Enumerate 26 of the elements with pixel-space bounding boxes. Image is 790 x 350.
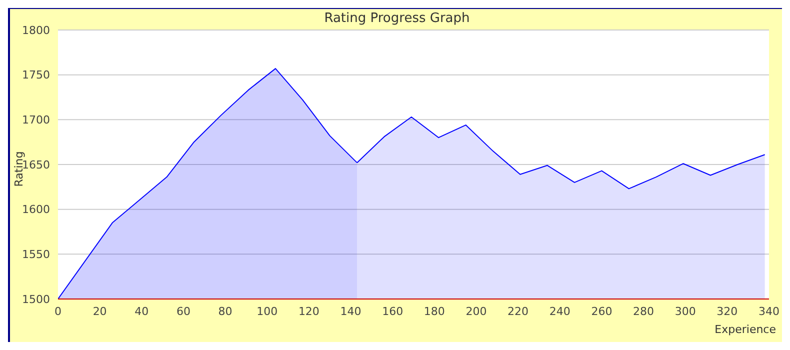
x-tick-label: 60 — [176, 304, 190, 318]
y-tick-label: 1600 — [22, 203, 50, 216]
x-tick-label: 0 — [54, 304, 62, 318]
x-tick-label: 260 — [591, 304, 612, 318]
x-tick-label: 120 — [298, 304, 320, 318]
y-tick-label: 1750 — [22, 68, 50, 82]
x-tick-label: 80 — [218, 304, 232, 318]
x-axis-title: Experience — [714, 323, 776, 336]
x-tick-label: 300 — [674, 304, 696, 318]
y-tick-label: 1700 — [22, 114, 50, 127]
x-tick-label: 40 — [134, 304, 149, 318]
x-tick-label: 140 — [340, 304, 362, 318]
x-tick-label: 20 — [92, 304, 107, 318]
x-tick-label: 160 — [382, 304, 404, 318]
x-tick-label: 320 — [716, 304, 738, 318]
y-tick-label: 1800 — [22, 24, 50, 37]
x-tick-label: 100 — [256, 304, 278, 318]
x-tick-label: 280 — [633, 304, 654, 318]
y-tick-label: 1550 — [22, 248, 50, 262]
y-tick-label: 1500 — [22, 292, 50, 306]
x-tick-label: 220 — [508, 304, 529, 318]
x-tick-label: 200 — [466, 304, 487, 318]
chart-title: Rating Progress Graph — [324, 11, 470, 26]
x-tick-label: 240 — [549, 304, 570, 318]
x-tick-label: 180 — [424, 304, 445, 318]
x-tick-label: 340 — [758, 304, 780, 318]
